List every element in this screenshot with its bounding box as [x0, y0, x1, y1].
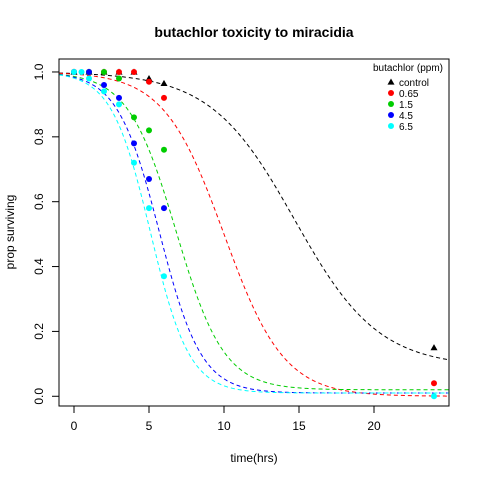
legend-label-4-5: 4.5	[399, 111, 413, 122]
y-tick-label: 0.4	[32, 258, 46, 275]
y-axis: 0.0 0.2 0.4 0.6 0.8 1.0	[32, 63, 60, 405]
fit-curve-0-65	[58, 72, 450, 397]
data-point-6-5	[71, 68, 77, 75]
legend-marker-0-65	[388, 90, 394, 96]
data-point-6-5	[78, 68, 85, 75]
data-point-1-5	[101, 68, 107, 75]
fit-curve-control	[58, 72, 450, 361]
x-tick-label: 20	[367, 419, 381, 433]
data-point-6-5	[101, 88, 107, 95]
data-point-1-5	[146, 127, 152, 134]
data-point-1-5	[161, 146, 167, 153]
data-point-control	[160, 79, 168, 86]
data-point-6-5	[131, 159, 137, 166]
data-point-1-5	[131, 114, 137, 121]
y-tick-label: 0.2	[32, 323, 46, 340]
legend-marker-4-5	[388, 112, 394, 118]
y-tick-label: 0.6	[32, 193, 46, 210]
data-point-6-5	[431, 393, 437, 400]
data-point-4-5	[131, 140, 137, 147]
x-tick-label: 15	[292, 419, 306, 433]
x-tick-label: 5	[146, 419, 153, 433]
x-tick-label: 10	[217, 419, 231, 433]
legend-label-control: control	[399, 78, 429, 89]
data-point-4-5	[116, 94, 122, 101]
x-axis-label: time(hrs)	[230, 451, 277, 465]
x-tick-label: 0	[71, 419, 78, 433]
legend-label-0-65: 0.65	[399, 89, 419, 100]
chart-title: butachlor toxicity to miracidia	[154, 24, 353, 40]
data-point-6-5	[161, 273, 167, 280]
legend-label-6-5: 6.5	[399, 122, 413, 133]
data-point-0-65	[116, 68, 122, 75]
data-point-6-5	[86, 75, 92, 82]
data-point-4-5	[146, 175, 152, 182]
legend-title: butachlor (ppm)	[373, 63, 443, 74]
x-axis: 0 5 10 15 20	[71, 405, 381, 433]
data-point-6-5	[146, 205, 152, 212]
y-tick-label: 1.0	[32, 63, 46, 80]
legend-marker-control	[387, 78, 395, 85]
fit-curve-1-5	[58, 73, 449, 391]
data-point-0-65	[161, 94, 167, 101]
y-axis-label: prop surviving	[3, 195, 17, 270]
data-point-0-65	[146, 78, 152, 85]
data-point-1-5	[116, 75, 122, 82]
fit-curve-6-5	[58, 74, 449, 394]
data-points	[70, 68, 438, 400]
y-tick-label: 0.0	[32, 388, 46, 405]
data-point-4-5	[86, 68, 92, 75]
data-point-0-65	[131, 68, 137, 75]
fit-curve-4-5	[58, 74, 449, 394]
data-point-control	[430, 344, 438, 351]
data-point-0-65	[431, 380, 437, 387]
data-point-6-5	[116, 101, 122, 108]
fitted-curves	[58, 72, 450, 397]
data-point-4-5	[161, 205, 167, 212]
legend-marker-1-5	[388, 101, 394, 107]
y-tick-label: 0.8	[32, 128, 46, 145]
data-point-4-5	[101, 81, 107, 88]
legend-marker-6-5	[388, 123, 394, 129]
legend-label-1-5: 1.5	[399, 100, 413, 111]
